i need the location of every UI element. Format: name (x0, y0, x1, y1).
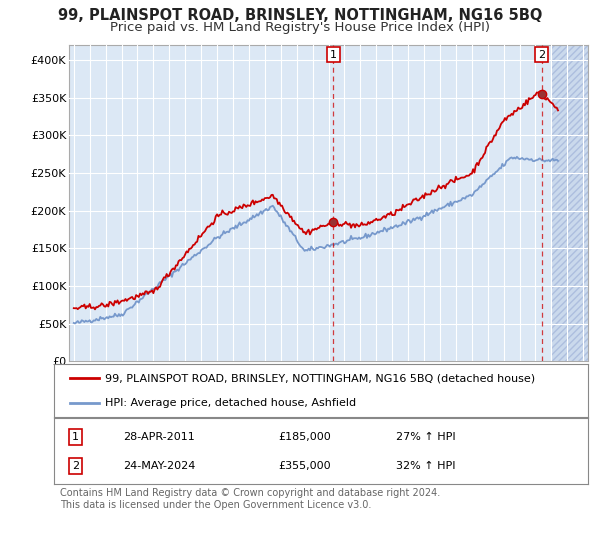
Text: 24-MAY-2024: 24-MAY-2024 (124, 461, 196, 471)
Text: 1: 1 (72, 432, 79, 442)
Text: Price paid vs. HM Land Registry's House Price Index (HPI): Price paid vs. HM Land Registry's House … (110, 21, 490, 34)
Text: £185,000: £185,000 (278, 432, 331, 442)
Text: 99, PLAINSPOT ROAD, BRINSLEY, NOTTINGHAM, NG16 5BQ (detached house): 99, PLAINSPOT ROAD, BRINSLEY, NOTTINGHAM… (105, 374, 535, 384)
Text: HPI: Average price, detached house, Ashfield: HPI: Average price, detached house, Ashf… (105, 398, 356, 408)
Text: 99, PLAINSPOT ROAD, BRINSLEY, NOTTINGHAM, NG16 5BQ: 99, PLAINSPOT ROAD, BRINSLEY, NOTTINGHAM… (58, 8, 542, 24)
Text: £355,000: £355,000 (278, 461, 331, 471)
Text: Contains HM Land Registry data © Crown copyright and database right 2024.
This d: Contains HM Land Registry data © Crown c… (60, 488, 440, 510)
Text: 2: 2 (538, 49, 545, 59)
Text: 28-APR-2011: 28-APR-2011 (124, 432, 195, 442)
Text: 27% ↑ HPI: 27% ↑ HPI (396, 432, 455, 442)
Text: 32% ↑ HPI: 32% ↑ HPI (396, 461, 455, 471)
Text: 1: 1 (330, 49, 337, 59)
Text: 2: 2 (72, 461, 79, 471)
